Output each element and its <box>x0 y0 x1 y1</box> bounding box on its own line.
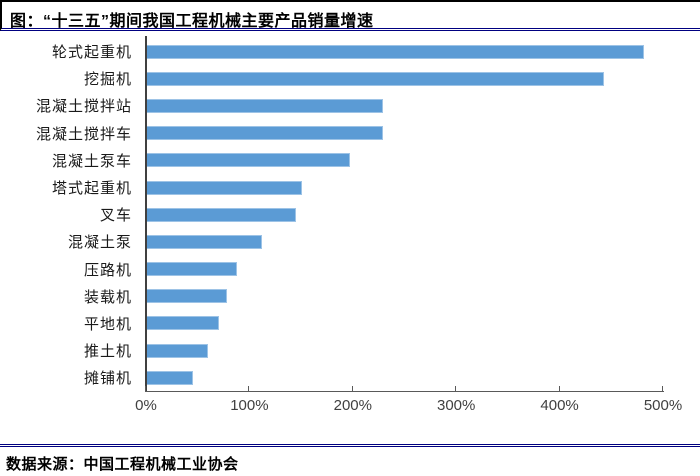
figure-title-bar: 图：“十三五”期间我国工程机械主要产品销量增速 <box>0 0 700 31</box>
chart-row: 轮式起重机 <box>0 38 700 65</box>
x-axis-tick <box>455 386 457 391</box>
x-axis-tick-label: 500% <box>643 397 683 414</box>
bar-track <box>139 283 700 310</box>
chart-row: 挖掘机 <box>0 65 700 92</box>
bar-track <box>139 38 700 65</box>
bar <box>146 262 237 277</box>
bar <box>146 44 645 59</box>
bar-track <box>139 337 700 364</box>
bar-track <box>139 310 700 337</box>
chart-rows: 轮式起重机挖掘机混凝土搅拌站 混凝土搅拌车混凝土泵车塔式起重机叉车混凝土泵压路机装… <box>0 38 700 391</box>
x-axis-tick-label: 0% <box>135 397 157 414</box>
chart-row: 压路机 <box>0 256 700 283</box>
bar <box>146 316 220 331</box>
bar <box>146 153 350 168</box>
bar <box>146 71 605 86</box>
x-axis-tick-label: 300% <box>437 397 476 414</box>
x-axis-tick-label: 200% <box>333 397 372 414</box>
bar-track <box>139 256 700 283</box>
x-axis-tick-label: 400% <box>540 397 579 414</box>
category-label: 平地机 <box>83 315 132 333</box>
bar <box>146 207 296 222</box>
category-label: 混凝土搅拌车 <box>35 125 132 143</box>
data-source-text: 数据来源：中国工程机械工业协会 <box>6 456 239 473</box>
y-axis-line <box>145 36 147 392</box>
bar <box>146 370 193 385</box>
category-label: 装载机 <box>83 288 132 306</box>
bar-track <box>139 147 700 174</box>
bar <box>146 98 383 113</box>
bar-track <box>139 228 700 255</box>
category-label: 混凝土泵 <box>67 234 132 252</box>
bar-track <box>139 174 700 201</box>
bar-chart: 轮式起重机挖掘机混凝土搅拌站 混凝土搅拌车混凝土泵车塔式起重机叉车混凝土泵压路机装… <box>0 31 700 444</box>
chart-title: 图：“十三五”期间我国工程机械主要产品销量增速 <box>10 13 374 30</box>
bar-track <box>139 201 700 228</box>
chart-row: 塔式起重机 <box>0 174 700 201</box>
chart-row: 混凝土泵车 <box>0 147 700 174</box>
x-axis-tick <box>351 386 353 391</box>
category-label: 推土机 <box>83 343 132 361</box>
x-axis-tick <box>248 386 250 391</box>
category-label: 塔式起重机 <box>51 180 132 198</box>
bar <box>146 234 262 249</box>
category-label: 压路机 <box>83 261 132 279</box>
category-label: 摊铺机 <box>83 370 132 388</box>
category-label: 混凝土搅拌站 <box>35 98 132 116</box>
x-axis-tick <box>662 386 663 391</box>
x-axis-line <box>145 391 664 392</box>
x-axis-tick-label: 100% <box>230 397 269 414</box>
chart-row: 混凝土泵 <box>0 228 700 255</box>
figure-footer: 数据来源：中国工程机械工业协会 <box>0 444 700 476</box>
x-axis-tick <box>145 386 146 391</box>
bar <box>146 126 383 141</box>
chart-row: 摊铺机 <box>0 364 700 391</box>
category-label: 混凝土泵车 <box>51 152 132 170</box>
category-label: 挖掘机 <box>83 71 132 89</box>
bar <box>146 180 303 195</box>
bar <box>146 343 209 358</box>
category-label: 轮式起重机 <box>51 44 132 62</box>
category-label: 叉车 <box>99 207 132 225</box>
bar-track <box>139 120 700 147</box>
chart-row: 混凝土搅拌站 <box>0 92 700 119</box>
bar <box>146 289 227 304</box>
chart-row: 混凝土搅拌车 <box>0 120 700 147</box>
chart-row: 推土机 <box>0 337 700 364</box>
x-axis-tick <box>558 386 560 391</box>
bar-track <box>139 364 700 391</box>
bar-track <box>139 92 700 119</box>
bar-track <box>139 65 700 92</box>
chart-row: 叉车 <box>0 201 700 228</box>
chart-row: 装载机 <box>0 283 700 310</box>
chart-row: 平地机 <box>0 310 700 337</box>
